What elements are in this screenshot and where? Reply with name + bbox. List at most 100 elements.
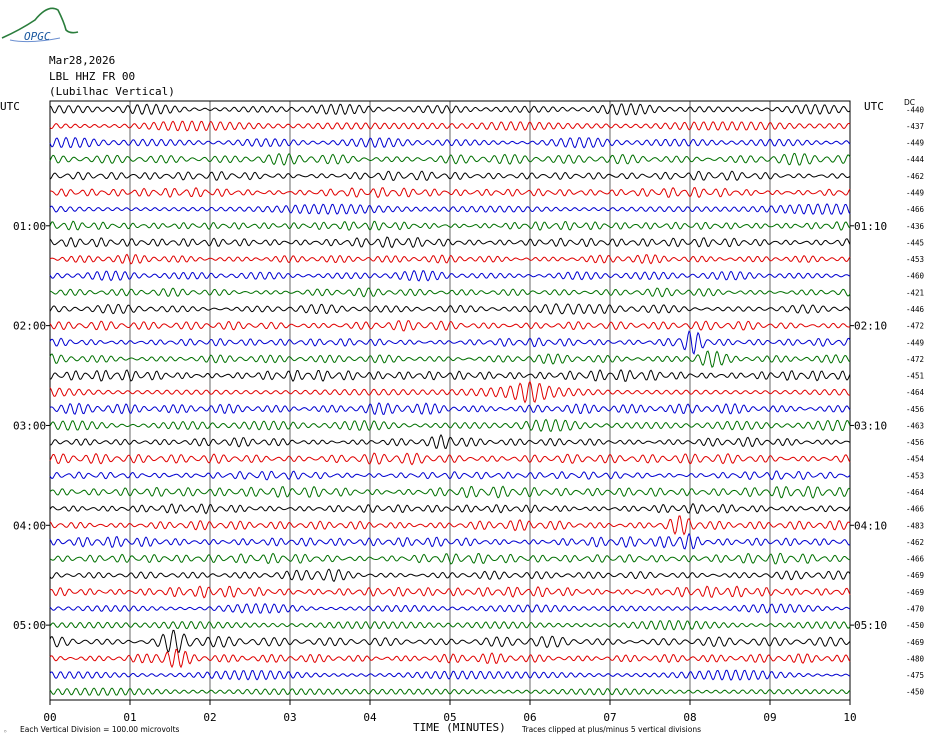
trace-row — [49, 136, 851, 149]
dc-offset-label: -449 — [906, 189, 924, 198]
dc-offset-label: -466 — [906, 205, 925, 214]
trace-row — [49, 552, 851, 565]
trace-row — [49, 502, 851, 515]
dc-offset-label: -437 — [906, 122, 924, 131]
dc-offset-label: -464 — [906, 388, 925, 397]
dc-offset-label: -444 — [906, 155, 925, 164]
x-tick-label: 08 — [683, 711, 696, 724]
x-tick-label: 00 — [43, 711, 56, 724]
trace-row — [49, 320, 851, 332]
trace-row — [49, 170, 851, 182]
right-time-label: 05:10 — [854, 619, 887, 632]
x-tick-label: 01 — [123, 711, 136, 724]
left-time-label: 05:00 — [13, 619, 46, 632]
dc-offset-label: -446 — [906, 305, 925, 314]
dc-offset-label: -436 — [906, 222, 925, 231]
trace-row — [49, 253, 851, 265]
trace-row — [49, 687, 851, 696]
trace-row — [49, 203, 851, 215]
clip-note: Traces clipped at plus/minus 5 vertical … — [522, 725, 702, 734]
left-time-label: 03:00 — [13, 419, 46, 432]
right-time-label: 03:10 — [854, 419, 887, 432]
trace-row — [49, 287, 851, 298]
dc-offset-label: -460 — [906, 272, 925, 281]
dc-offset-label: -451 — [906, 372, 924, 381]
dc-offset-label: -453 — [906, 471, 924, 480]
dc-offset-label: -462 — [906, 538, 924, 547]
utc-label-left: UTC — [0, 100, 20, 113]
dc-offset-label: -445 — [906, 238, 924, 247]
dc-offset-label: -450 — [906, 621, 925, 630]
trace-row — [49, 470, 851, 481]
trace-row — [49, 515, 851, 536]
station-label: LBL HHZ FR 00 — [49, 70, 136, 83]
dc-offset-label: -449 — [906, 338, 924, 347]
logo-mountain-icon — [1, 7, 79, 39]
trace-row — [49, 648, 851, 669]
x-tick-label: 10 — [843, 711, 856, 724]
right-time-label: 02:10 — [854, 320, 887, 333]
dc-offset-label: -440 — [906, 105, 925, 114]
trace-row — [49, 620, 851, 631]
trace-row — [49, 602, 851, 614]
trace-row — [49, 120, 851, 132]
trace-row — [49, 186, 851, 199]
x-tick-label: 03 — [283, 711, 296, 724]
dc-offset-label: -449 — [906, 139, 924, 148]
right-time-label: 04:10 — [854, 519, 887, 532]
dc-label: DC — [904, 98, 916, 107]
right-time-label: 01:10 — [854, 220, 887, 233]
opgc-logo: OPGC — [1, 7, 79, 43]
x-tick-label: 07 — [603, 711, 616, 724]
trace-row — [49, 152, 851, 166]
dc-offset-label: -483 — [906, 521, 924, 530]
trace-row — [49, 350, 851, 368]
channel-description: (Lubilhac Vertical) — [49, 85, 175, 98]
dc-offset-label: -466 — [906, 505, 925, 514]
dc-offset-label: -470 — [906, 604, 925, 613]
dc-offset-label: -475 — [906, 671, 924, 680]
trace-row — [49, 452, 851, 466]
trace-row — [49, 303, 851, 315]
dc-offset-label: -450 — [906, 688, 925, 697]
trace-row — [49, 669, 851, 681]
trace-row — [49, 434, 851, 449]
trace-row — [49, 269, 851, 282]
trace-row — [49, 220, 851, 232]
dc-offset-label: -466 — [906, 555, 925, 564]
dc-offset-label: -454 — [906, 455, 925, 464]
scale-marker-icon: ◦ — [3, 727, 8, 736]
utc-label-right: UTC — [864, 100, 884, 113]
dc-offset-label: -464 — [906, 488, 925, 497]
trace-row — [49, 418, 851, 433]
left-time-label: 04:00 — [13, 519, 46, 532]
dc-offset-label: -453 — [906, 255, 924, 264]
x-tick-label: 05 — [443, 711, 456, 724]
dc-offset-label: -469 — [906, 571, 924, 580]
dc-offset-label: -469 — [906, 638, 924, 647]
logo-text: OPGC — [24, 30, 51, 43]
x-tick-label: 06 — [523, 711, 536, 724]
trace-row — [49, 402, 851, 415]
dc-offset-label: -462 — [906, 172, 924, 181]
x-tick-label: 09 — [763, 711, 776, 724]
dc-offset-label: -469 — [906, 588, 924, 597]
dc-offset-label: -472 — [906, 355, 924, 364]
trace-row — [49, 368, 851, 382]
dc-offset-label: -480 — [906, 654, 925, 663]
trace-row — [49, 236, 851, 249]
x-tick-label: 02 — [203, 711, 216, 724]
left-time-label: 01:00 — [13, 220, 46, 233]
dc-offset-label: -456 — [906, 405, 925, 414]
x-axis-title: TIME (MINUTES) — [413, 721, 506, 734]
dc-offset-label: -472 — [906, 322, 924, 331]
trace-row — [49, 532, 851, 550]
trace-row — [49, 629, 851, 654]
trace-row — [49, 380, 851, 404]
trace-row — [49, 585, 851, 599]
trace-row — [49, 568, 851, 583]
dc-offset-label: -463 — [906, 421, 924, 430]
dc-offset-label: -456 — [906, 438, 925, 447]
